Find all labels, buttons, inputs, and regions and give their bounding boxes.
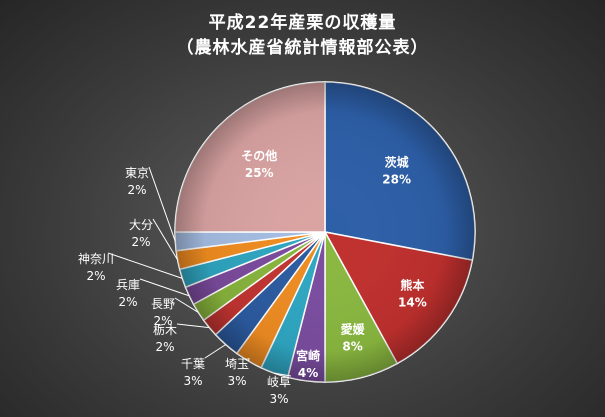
slice-name-label-13: その他 [241, 148, 277, 163]
slice-name-label-5: 埼玉 [225, 357, 249, 371]
slice-percent-label-8: 2% [153, 314, 172, 328]
slice-name-label-1: 熊本 [400, 277, 424, 292]
slice-name-label-8: 長野 [151, 297, 175, 311]
chart-subtitle: （農林水産省統計情報部公表） [176, 38, 429, 58]
leader-line-4 [274, 372, 292, 377]
slice-percent-label-4: 3% [269, 392, 288, 406]
slice-percent-label-10: 2% [86, 269, 105, 283]
slice-name-label-2: 愛媛 [341, 322, 366, 337]
slice-percent-label-1: 14% [398, 295, 427, 309]
slice-percent-label-2: 8% [342, 340, 362, 354]
slice-name-label-3: 宮崎 [296, 348, 320, 363]
slice-name-label-7: 栃木 [153, 323, 177, 337]
slice-name-label-0: 茨城 [385, 155, 409, 170]
slice-name-label-6: 千葉 [181, 357, 205, 371]
slice-percent-label-6: 3% [183, 374, 202, 388]
slice-percent-label-0: 28% [382, 173, 411, 187]
slice-name-label-9: 兵庫 [116, 278, 140, 292]
slice-percent-label-5: 3% [227, 374, 246, 388]
slice-name-label-4: 岐阜 [267, 375, 291, 389]
slice-percent-label-13: 25% [245, 166, 274, 180]
leader-line-7 [176, 323, 210, 329]
leader-line-8 [174, 297, 199, 313]
slice-name-label-11: 大分 [129, 218, 153, 232]
leader-line-11 [152, 218, 179, 261]
slice-percent-label-3: 4% [298, 366, 318, 380]
slice-name-label-10: 神奈川 [78, 252, 114, 266]
leader-line-6 [204, 344, 227, 359]
slice-percent-label-12: 2% [127, 183, 146, 197]
chart-title: 平成22年産栗の収穫量 [208, 13, 397, 33]
slice-name-label-12: 東京 [125, 166, 149, 180]
leader-line-10 [107, 252, 183, 279]
slice-percent-label-7: 2% [155, 340, 174, 354]
leader-line-9 [139, 278, 190, 297]
pie-slice-0 [324, 81, 476, 261]
leader-line-12 [148, 166, 176, 242]
slice-percent-label-11: 2% [131, 235, 150, 249]
slice-percent-label-9: 2% [118, 295, 137, 309]
